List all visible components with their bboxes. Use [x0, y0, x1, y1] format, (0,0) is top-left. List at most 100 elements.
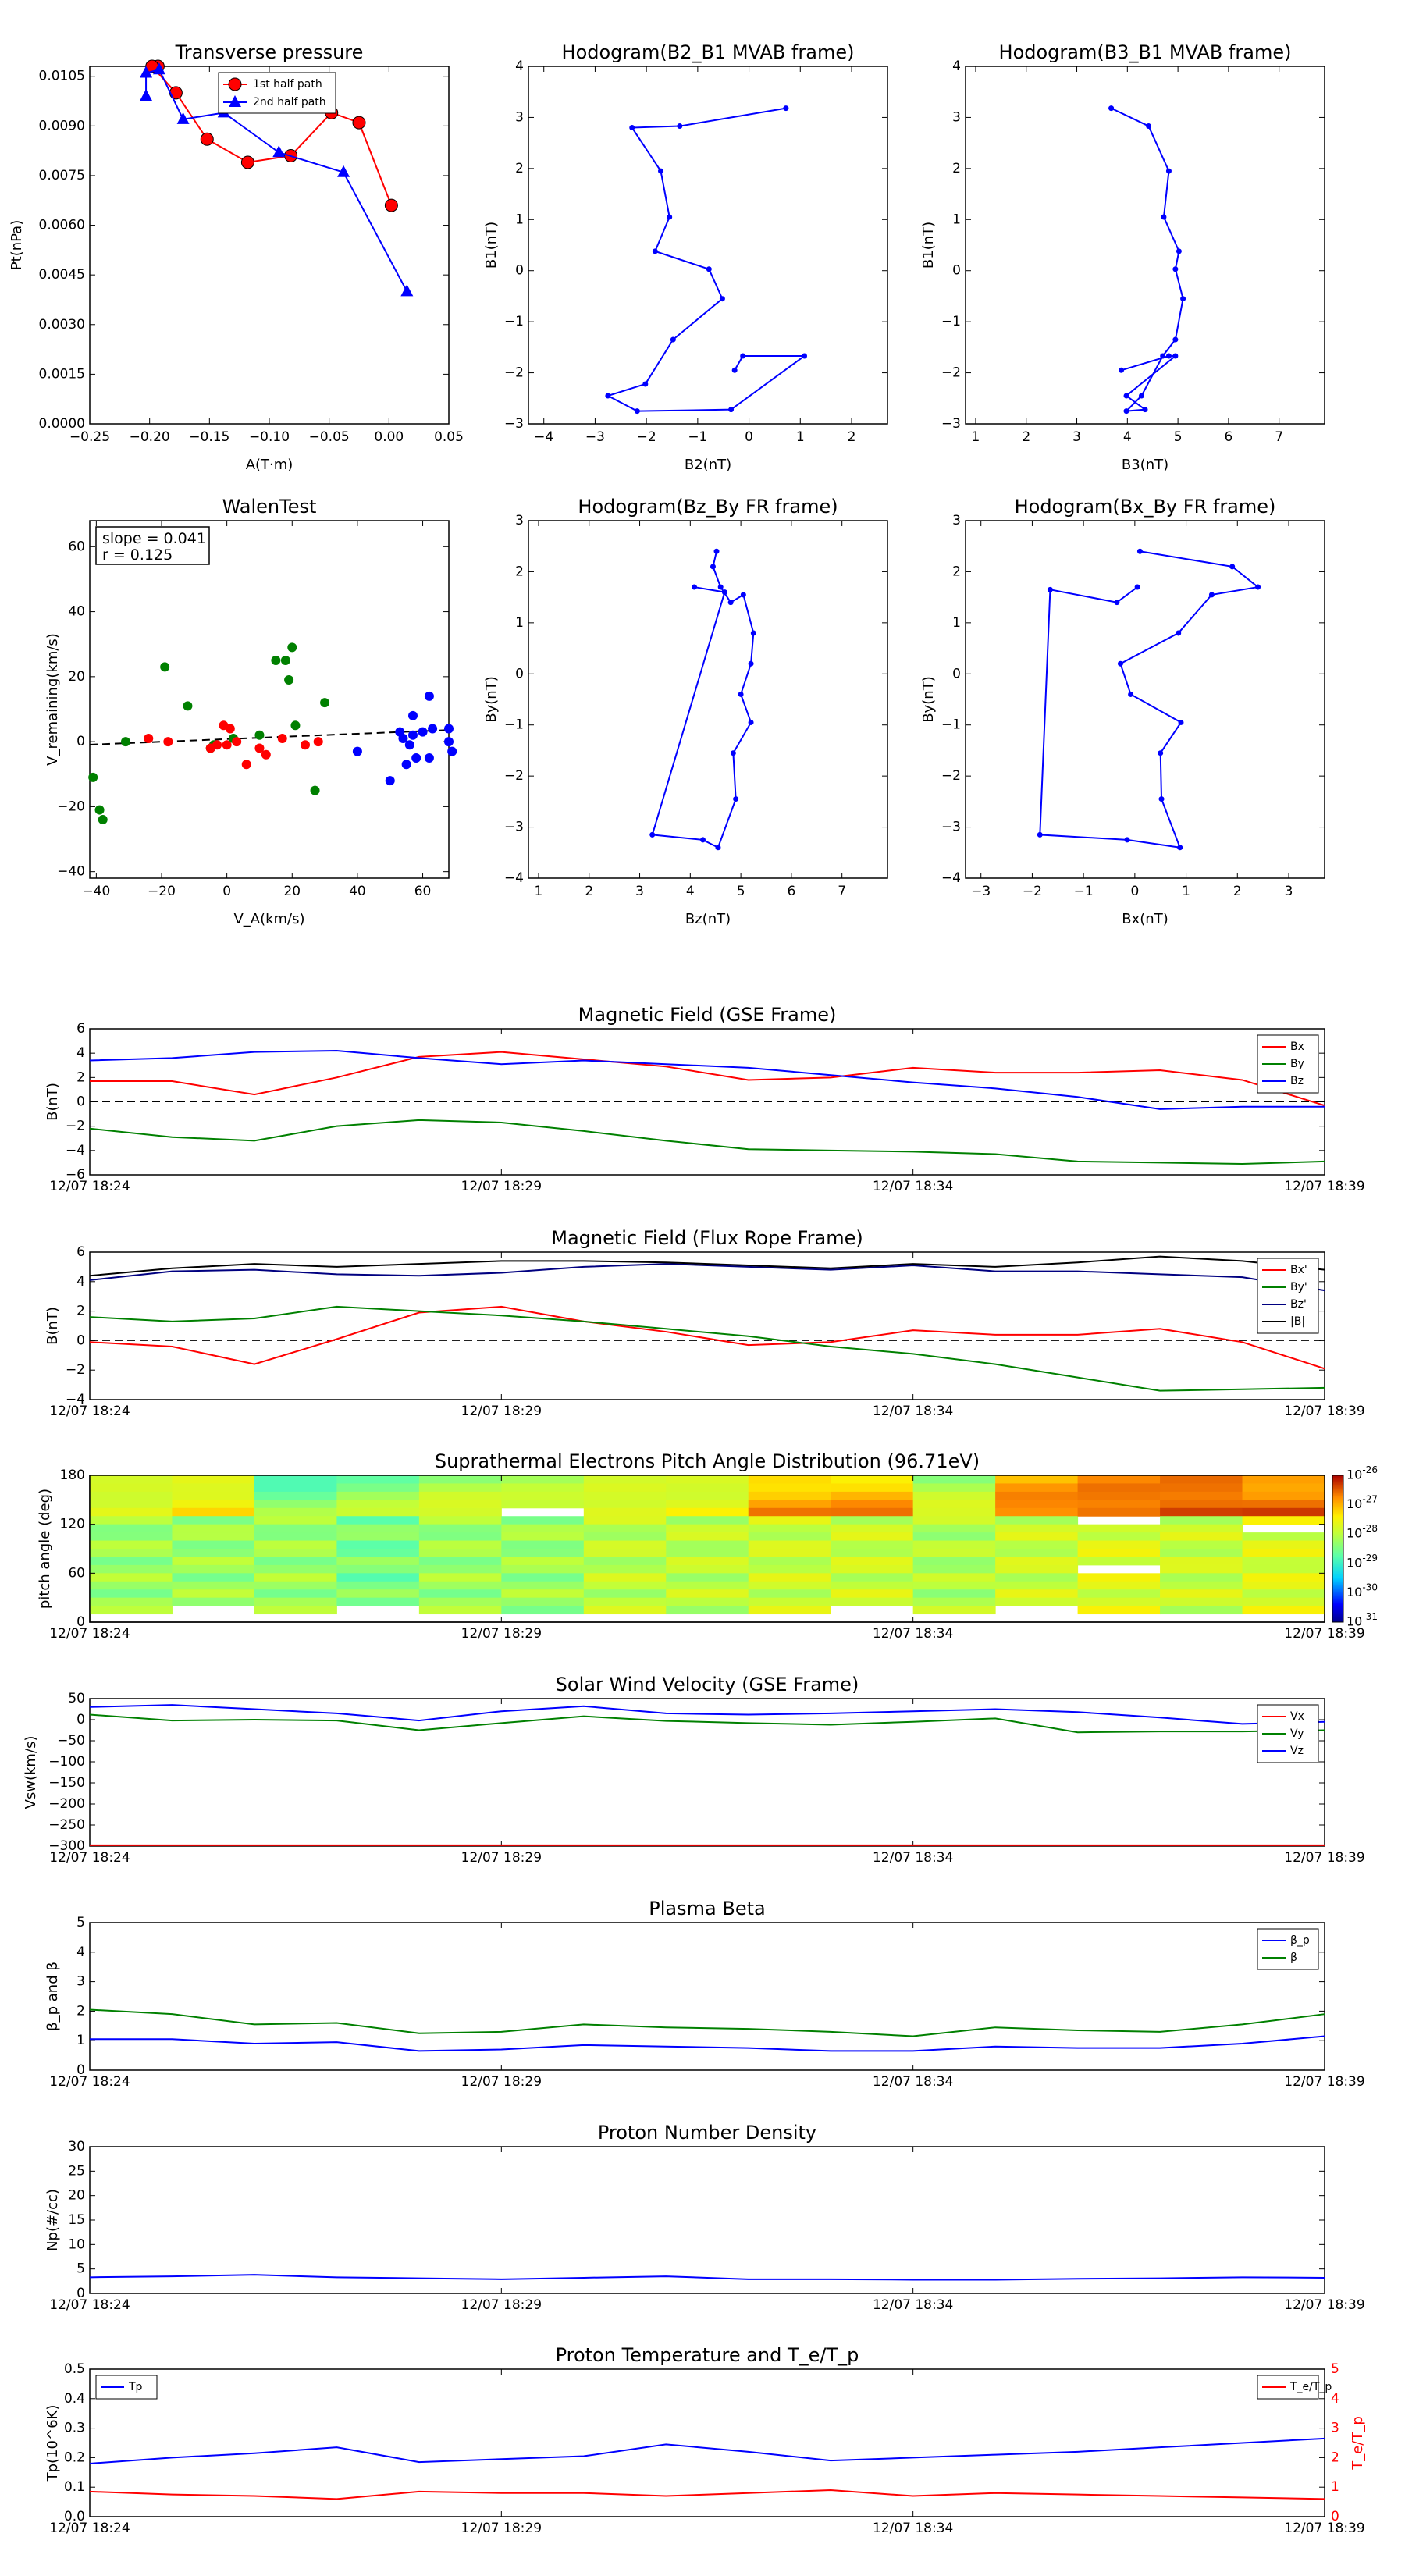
x-tick-label: 1 [972, 429, 980, 445]
x-tick-label: 4 [1123, 429, 1132, 445]
heatmap-cell [501, 1475, 585, 1484]
data-point [634, 408, 640, 415]
y-tick-label: 4 [76, 1274, 85, 1290]
data-point [750, 630, 756, 636]
y-axis-label: B1(nT) [483, 222, 500, 269]
heatmap-cell [583, 1483, 667, 1493]
x-tick-label: 12/07 18:34 [873, 1626, 953, 1642]
legend-label: Vx [1290, 1710, 1304, 1723]
heatmap-cell [912, 1573, 996, 1582]
heatmap-cell [501, 1532, 585, 1542]
legend-label: Vy [1290, 1727, 1304, 1740]
series-line [89, 1050, 1325, 1110]
y-tick-label: 180 [60, 1468, 85, 1483]
plot-frame [965, 520, 1325, 879]
heatmap-cell [418, 1524, 502, 1533]
colorbar [1332, 1475, 1344, 1623]
x-tick-label: 12/07 18:29 [461, 1179, 542, 1194]
data-point [287, 642, 297, 653]
y-axis-label: β_p and β [44, 1962, 61, 2031]
heatmap-cell [831, 1581, 914, 1590]
heatmap-cell [995, 1557, 1079, 1566]
plot-frame [89, 1698, 1325, 1847]
heatmap-cell [912, 1606, 996, 1615]
heatmap-cell [583, 1507, 667, 1517]
chart-3: WalenTest −40 −20 0 20 40 60 −40 −20 0 20 40 60 V_A(k… [44, 496, 457, 927]
data-point [418, 727, 428, 737]
chart-5: Hodogram(Bx_By FR frame) −3 −2 −1 0 1 2 3 −4 −3 −2… [920, 496, 1325, 927]
y-tick-label: −1 [941, 314, 961, 329]
heatmap-cell [501, 1597, 585, 1606]
data-point [727, 600, 734, 606]
data-point [1165, 353, 1172, 359]
x-tick-label: 3 [635, 884, 644, 899]
y-right-tick-label: 1 [1331, 2479, 1339, 2495]
x-tick-label: 2 [1233, 884, 1242, 899]
y-tick-label: 1 [76, 2033, 85, 2048]
heatmap-cell [172, 1540, 255, 1550]
data-point [1114, 600, 1120, 606]
chart-11: Proton Number Density 12/07 18:24 12/07 18… [44, 2122, 1365, 2313]
y-tick-label: 1 [515, 615, 524, 631]
heatmap-cell [1242, 1549, 1325, 1557]
x-tick-label: −3 [971, 884, 991, 899]
y-tick-label: 120 [60, 1517, 85, 1532]
heatmap-cell [501, 1589, 585, 1599]
heatmap-cell [254, 1507, 337, 1517]
colorbar-tick-label: 10-31 [1346, 1611, 1378, 1629]
colorbar-exponent: -30 [1362, 1582, 1378, 1592]
series-line [606, 107, 807, 412]
data-point [1208, 592, 1215, 598]
data-point [1047, 586, 1053, 592]
heatmap-cell [583, 1540, 667, 1550]
heatmap-cell [748, 1581, 831, 1590]
y-tick-label: 0 [76, 1094, 85, 1110]
heatmap-cell [583, 1475, 667, 1484]
data-point [1128, 691, 1134, 697]
series-line [89, 1305, 1325, 1392]
data-point [710, 564, 716, 570]
data-point [1160, 353, 1166, 359]
data-point [98, 815, 108, 825]
x-tick-label: 5 [1174, 429, 1183, 445]
heatmap-cell [501, 1500, 585, 1509]
heatmap-cell [1160, 1581, 1243, 1590]
series-line [89, 2489, 1325, 2500]
chart-title: Proton Temperature and T_e/T_p [556, 2344, 859, 2366]
heatmap-cell [1242, 1589, 1325, 1599]
heatmap-cell [831, 1507, 914, 1517]
y-tick-label: −2 [66, 1362, 85, 1378]
y-tick-label: 2 [515, 564, 524, 579]
x-tick-label: 12/07 18:24 [49, 1404, 130, 1419]
heatmap-cell [1242, 1483, 1325, 1493]
heatmap-cell [995, 1573, 1079, 1582]
y-tick-label: −1 [504, 717, 524, 733]
heatmap-cell [501, 1573, 585, 1582]
data-point [222, 740, 232, 750]
x-tick-label: 12/07 18:39 [1284, 1404, 1364, 1419]
heatmap-cell [336, 1597, 420, 1606]
series-line [651, 551, 755, 849]
heatmap-cell [995, 1483, 1079, 1493]
heatmap-cell [501, 1564, 585, 1574]
x-tick-label: −2 [637, 429, 656, 445]
y-tick-label: −300 [48, 1838, 85, 1854]
x-axis-label: B2(nT) [685, 457, 731, 473]
data-point [629, 125, 635, 131]
heatmap-cell [418, 1557, 502, 1566]
heatmap-cell [1242, 1491, 1325, 1500]
x-tick-label: 12/07 18:24 [49, 1179, 130, 1194]
data-point [428, 724, 438, 734]
heatmap-cell [501, 1549, 585, 1557]
y-tick-label: −2 [941, 365, 961, 381]
y-axis-label: pitch angle (deg) [37, 1489, 53, 1609]
data-point [1119, 367, 1125, 373]
y-tick-label: 60 [68, 1565, 85, 1581]
data-point [728, 407, 735, 413]
x-tick-label: 40 [349, 884, 366, 899]
series-line [90, 1051, 1325, 1107]
chart-title: Hodogram(B3_B1 MVAB frame) [999, 41, 1292, 63]
heatmap-cell [748, 1483, 831, 1493]
data-point [176, 112, 190, 124]
heatmap-cell [1077, 1475, 1161, 1484]
